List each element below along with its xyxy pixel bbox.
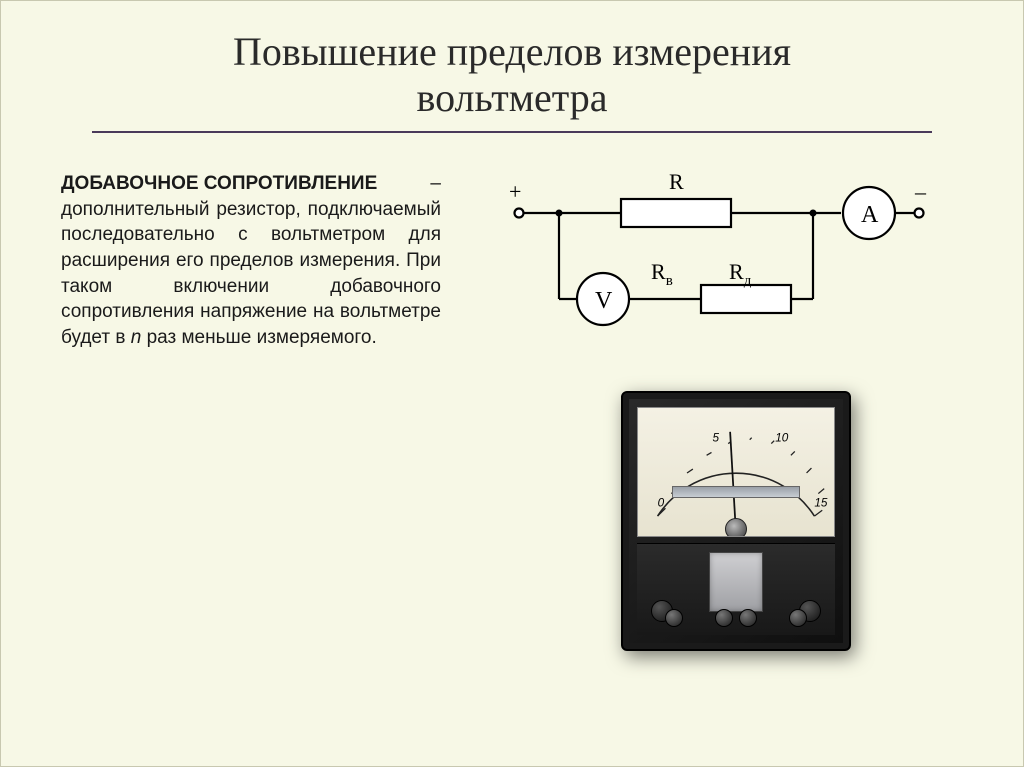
terminal-3 [739, 609, 757, 627]
meter-body: 0 5 10 15 [621, 391, 851, 651]
slide: Повышение пределов измерения вольтметра … [0, 0, 1024, 767]
mirror-strip [672, 486, 800, 498]
terminal-2 [715, 609, 733, 627]
meter-dial: 0 5 10 15 [637, 407, 835, 537]
scale-ticks [658, 438, 825, 516]
scale-10: 10 [775, 432, 789, 445]
meter-lower [637, 543, 835, 635]
terminal-4 [789, 609, 807, 627]
n-variable: n [131, 327, 142, 348]
voltmeter-photo: 0 5 10 15 [621, 391, 861, 661]
terminal-left [515, 209, 524, 218]
label-v: V [595, 288, 613, 314]
scale-15: 15 [814, 496, 828, 509]
resistor-r [621, 199, 731, 227]
slide-title: Повышение пределов измерения вольтметра [1, 29, 1023, 121]
title-line-2: вольтметра [416, 75, 607, 120]
definition-tail: раз меньше измеряемого. [141, 327, 376, 348]
figures-column: R A + – V R [481, 171, 951, 350]
title-line-1: Повышение пределов измерения [233, 29, 791, 74]
content-area: ДОБАВОЧНОЕ СОПРОТИВЛЕНИЕ – дополнительны… [1, 133, 1023, 350]
scale-0: 0 [658, 496, 665, 509]
label-rv: Rв [651, 259, 673, 289]
needle-pivot [725, 518, 747, 537]
circuit-schematic: R A + – V R [501, 171, 931, 341]
label-r: R [669, 171, 684, 194]
terminal-1 [665, 609, 683, 627]
scale-5: 5 [712, 432, 719, 445]
term-label: ДОБАВОЧНОЕ СОПРОТИВЛЕНИЕ – [61, 171, 441, 197]
label-plus: + [509, 179, 521, 204]
label-minus: – [914, 179, 927, 204]
term-dash: – [430, 171, 441, 197]
resistor-rd [701, 285, 791, 313]
zero-plate [709, 552, 763, 612]
label-a: A [861, 202, 879, 228]
term-text: ДОБАВОЧНОЕ СОПРОТИВЛЕНИЕ [61, 173, 377, 194]
terminal-right [915, 209, 924, 218]
body-text: ДОБАВОЧНОЕ СОПРОТИВЛЕНИЕ – дополнительны… [61, 171, 441, 350]
definition-text: дополнительный резистор, подключаемый по… [61, 199, 441, 348]
